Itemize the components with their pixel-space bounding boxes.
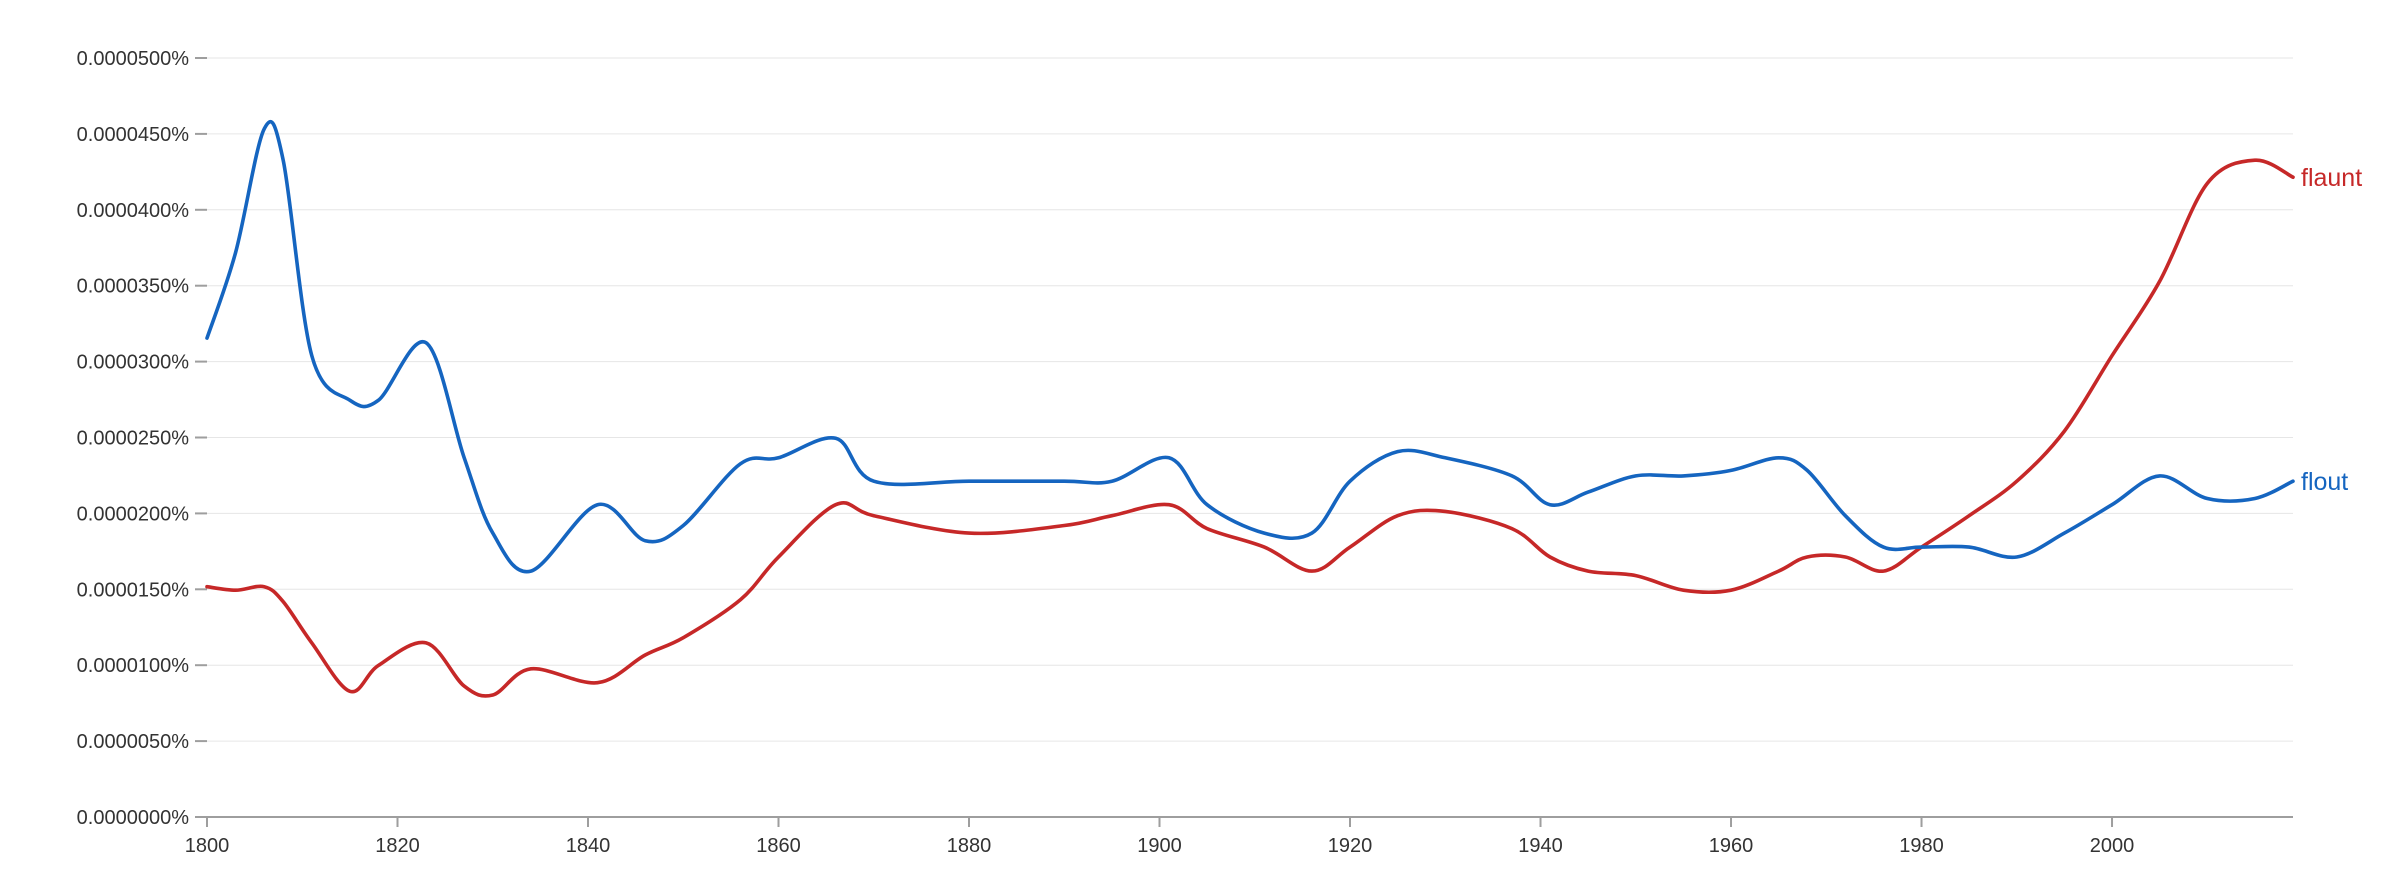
x-tick-label: 1920 xyxy=(1328,835,1373,857)
y-tick-label: 0.0000000% xyxy=(77,807,190,829)
y-tick-label: 0.0000050% xyxy=(77,731,190,753)
y-tick-label: 0.0000300% xyxy=(77,352,190,374)
series-labels: flaunt flout xyxy=(2301,164,2362,496)
series-line-flaunt[interactable] xyxy=(205,158,2295,698)
x-axis: 1800 1820 1840 1860 1880 1900 1920 1940 1960 1980… xyxy=(185,816,2293,857)
series-label-flout: flout xyxy=(2301,468,2348,496)
y-tick-label: 0.0000200% xyxy=(77,503,190,525)
x-tick-label: 1800 xyxy=(185,835,230,857)
x-tick-label: 1860 xyxy=(756,835,801,857)
y-tick-label: 0.0000450% xyxy=(77,124,190,146)
y-tick-label: 0.0000500% xyxy=(77,48,190,70)
x-tick-label: 1880 xyxy=(947,835,992,857)
x-tick-label: 1940 xyxy=(1518,835,1563,857)
x-tick-label: 1900 xyxy=(1137,835,1182,857)
x-tick-label: 1820 xyxy=(375,835,420,857)
y-tick-label: 0.0000100% xyxy=(77,655,190,677)
x-tick-label: 1960 xyxy=(1709,835,1754,857)
series-label-flaunt: flaunt xyxy=(2301,164,2362,192)
y-tick-label: 0.0000150% xyxy=(77,579,190,601)
series-line-flout[interactable] xyxy=(205,119,2295,574)
series-lines[interactable] xyxy=(205,119,2295,698)
x-tick-label: 1980 xyxy=(1899,835,1944,857)
x-tick-label: 1840 xyxy=(566,835,611,857)
y-tick-label: 0.0000250% xyxy=(77,428,190,450)
x-tick-label: 2000 xyxy=(2090,835,2135,857)
y-axis-ticks: 0.0000000% 0.0000050% 0.0000100% 0.0000150%… xyxy=(77,48,207,829)
gridlines xyxy=(207,57,2293,742)
y-tick-label: 0.0000350% xyxy=(77,276,190,298)
y-tick-label: 0.0000400% xyxy=(77,200,190,222)
